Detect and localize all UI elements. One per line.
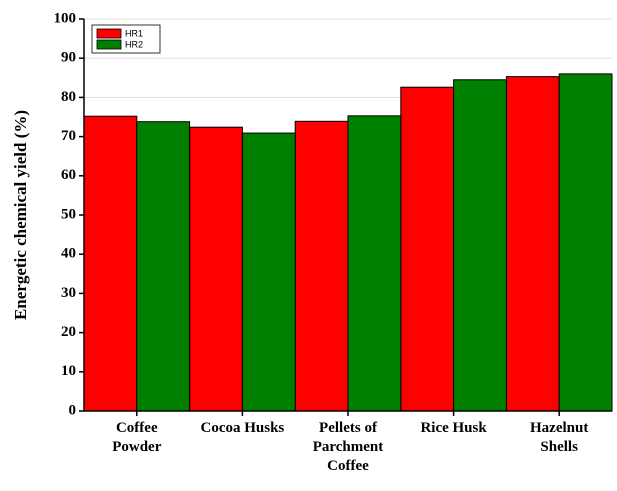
bar (453, 79, 507, 412)
legend-swatch (96, 28, 122, 39)
legend-label: HR2 (125, 39, 143, 49)
y-tick-label: 70 (61, 128, 76, 144)
bar (83, 115, 138, 412)
bar (136, 121, 191, 412)
bar (347, 115, 402, 412)
y-axis-label: Energetic chemical yield (%) (11, 110, 30, 320)
x-tick-label: Rice Husk (420, 420, 487, 436)
y-tick-label: 90 (61, 50, 76, 66)
x-tick-label: Coffee Powder (112, 420, 162, 455)
bar (558, 73, 613, 412)
bar (294, 120, 349, 412)
y-tick-label: 0 (69, 402, 77, 418)
x-tick-label: Pellets of Parchment Coffee (312, 420, 384, 474)
y-tick-label: 10 (61, 363, 76, 379)
bar (400, 86, 455, 412)
x-tick-label: Hazelnut Shells (530, 420, 589, 455)
bar (241, 132, 296, 412)
legend-label: HR1 (125, 28, 143, 38)
y-tick-label: 100 (54, 10, 77, 26)
bar (505, 76, 560, 412)
x-tick-label: Cocoa Husks (200, 420, 285, 436)
y-tick-label: 30 (61, 285, 76, 301)
legend-swatch (96, 39, 122, 50)
y-tick-label: 80 (61, 89, 76, 105)
y-tick-label: 20 (61, 324, 76, 340)
y-tick-label: 40 (61, 246, 76, 262)
bar (189, 126, 243, 412)
y-tick-label: 60 (61, 167, 76, 183)
y-tick-label: 50 (61, 206, 76, 222)
